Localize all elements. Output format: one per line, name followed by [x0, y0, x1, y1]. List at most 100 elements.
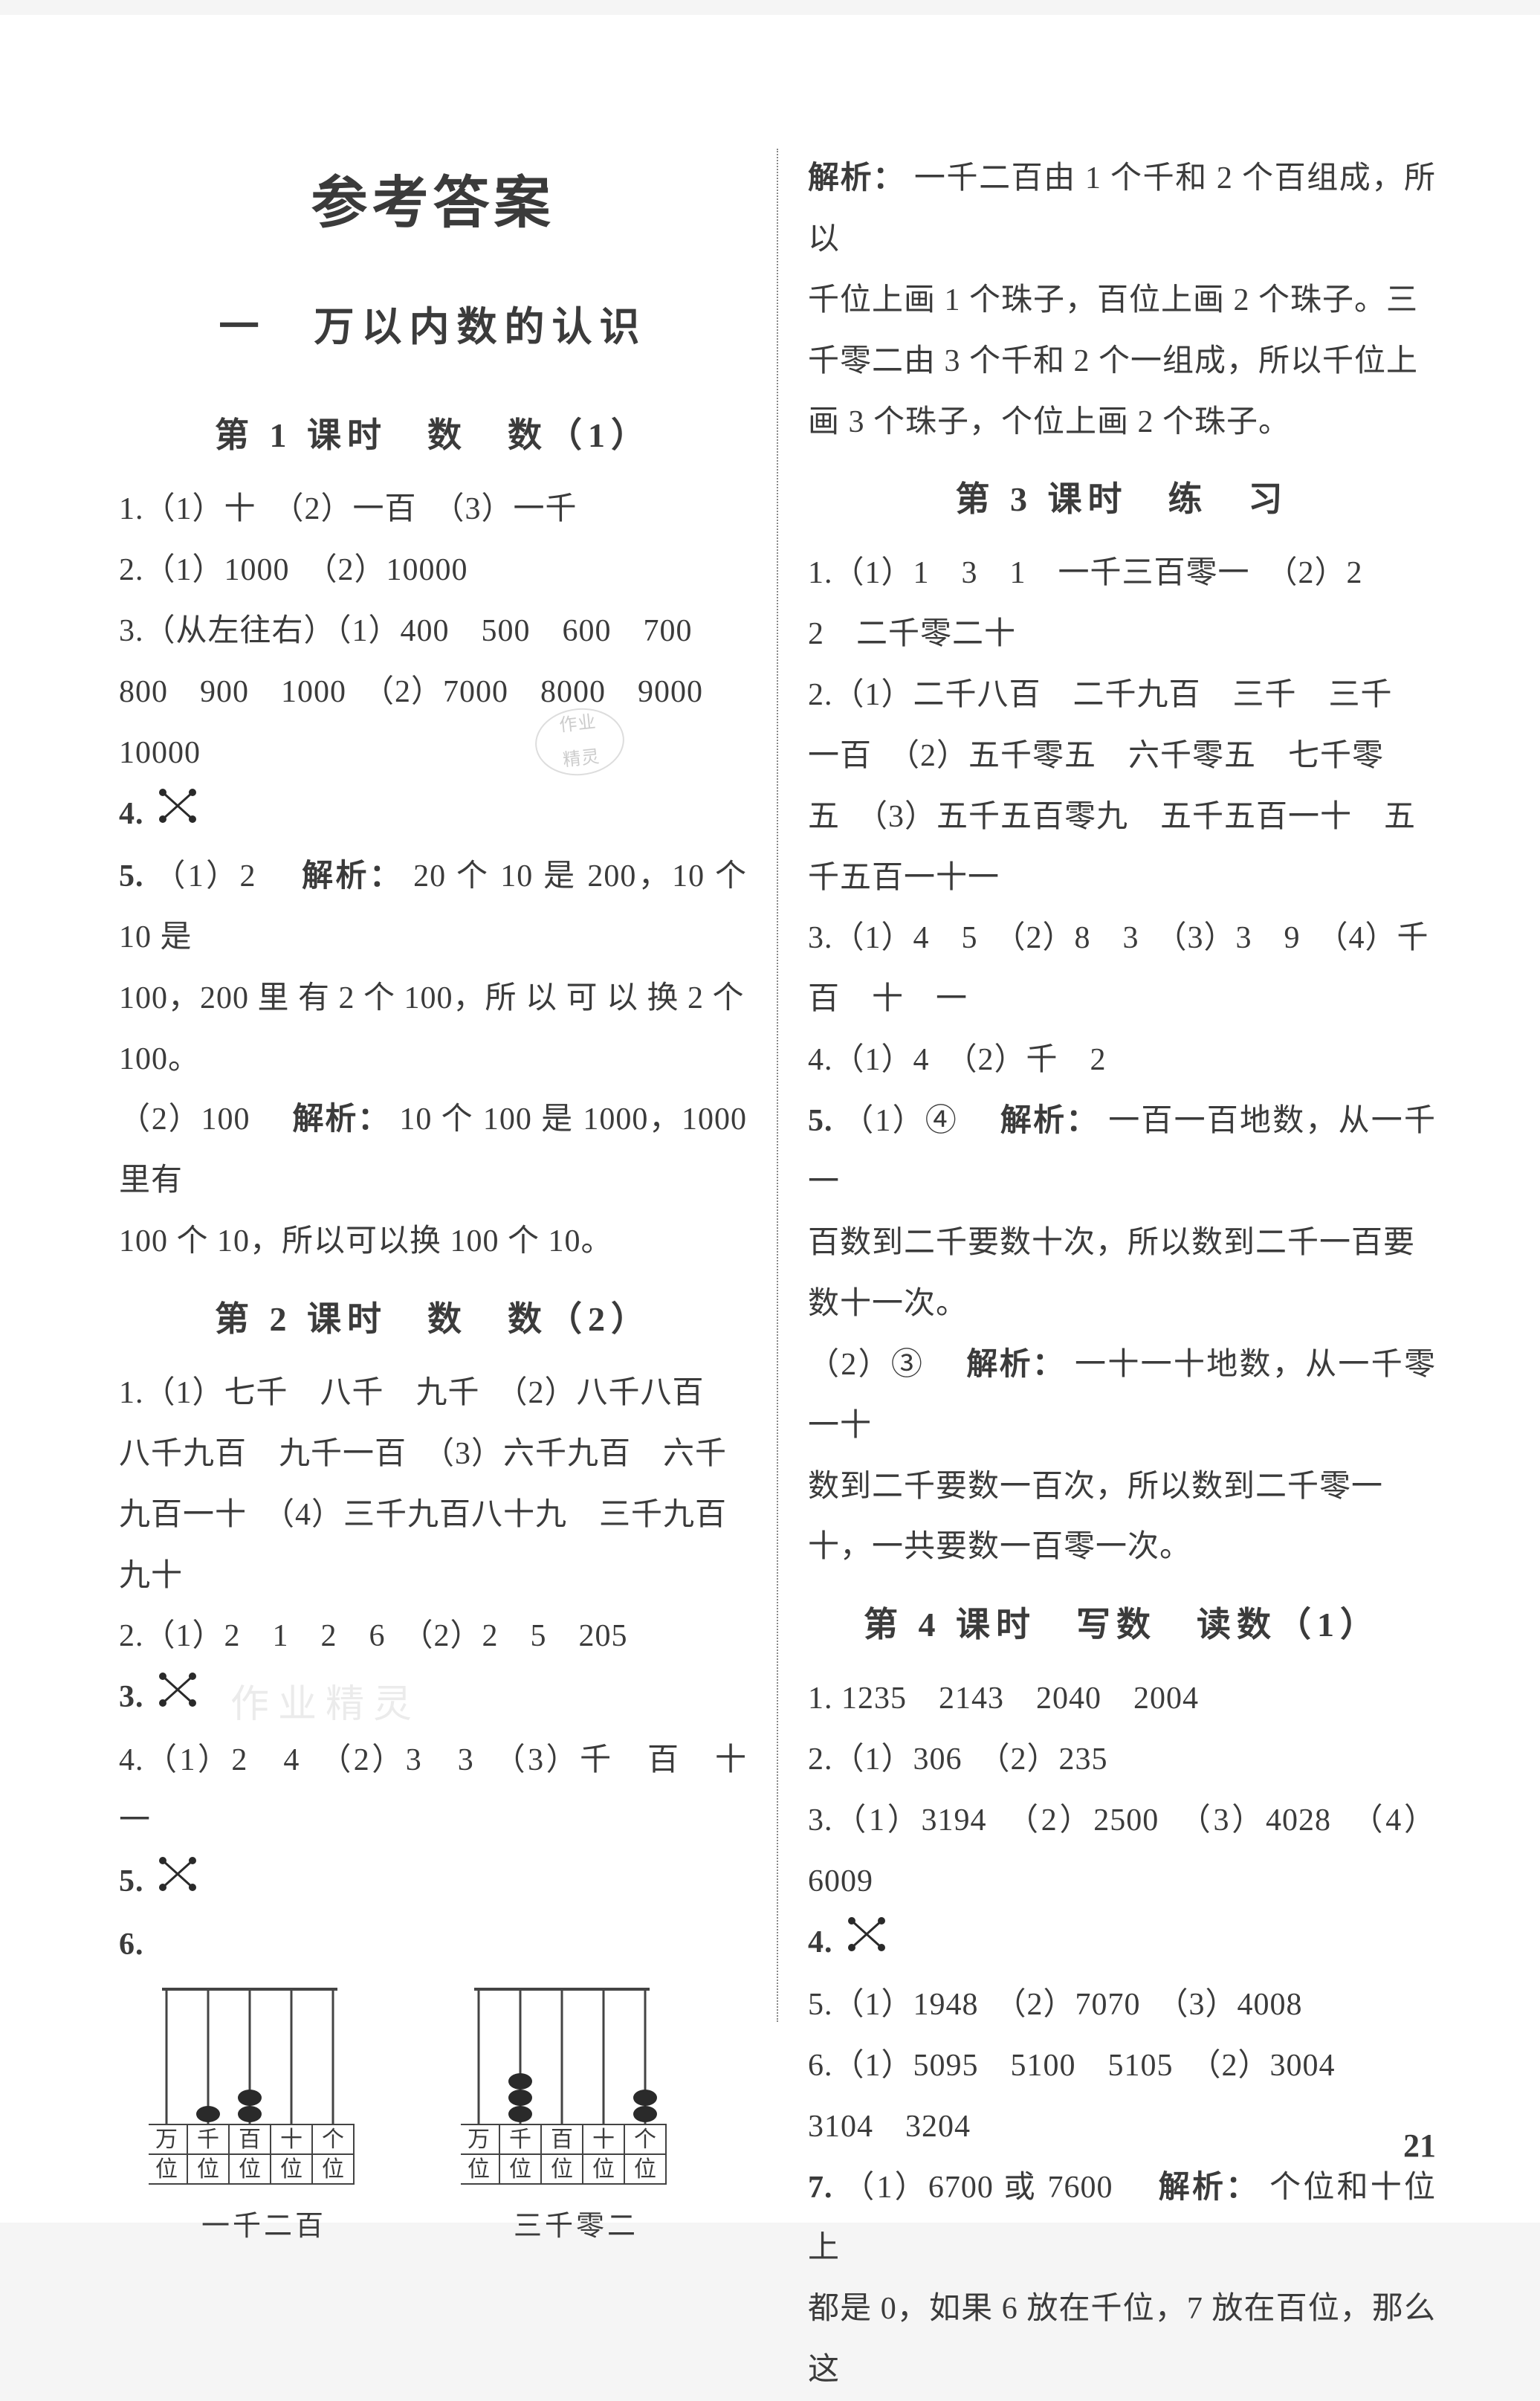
- answer-line: 解析： 一千二百由 1 个千和 2 个百组成，所以: [808, 149, 1436, 271]
- right-column: 解析： 一千二百由 1 个千和 2 个百组成，所以 千位上画 1 个珠子，百位上…: [808, 149, 1436, 2022]
- answer-line: 4.: [119, 784, 747, 847]
- answer-text: （1）6700 或 7600: [843, 2171, 1148, 2205]
- analysis-label: 解析：: [293, 1102, 391, 1137]
- svg-text:百: 百: [239, 2127, 261, 2152]
- page-number: 21: [1403, 2114, 1436, 2178]
- answer-line: 2.（1）二千八百 二千九百 三千 三千: [808, 665, 1436, 726]
- svg-text:位: 位: [468, 2157, 490, 2182]
- answer-line: 五 （3）五千五百零九 五千五百一十 五: [808, 787, 1436, 848]
- answer-line: 3104 3204: [808, 2097, 1436, 2158]
- answer-text: （1）2: [154, 859, 291, 893]
- svg-text:万: 万: [155, 2127, 178, 2152]
- answer-line: 4.（1）4 （2）千 2: [808, 1030, 1436, 1091]
- answer-line: 1.（1）十 （2）一百 （3）一千: [119, 479, 747, 540]
- answer-line: 九十: [119, 1546, 747, 1607]
- chapter-heading: 一 万以内数的认识: [119, 288, 747, 366]
- answer-line: 100 个 10，所以可以换 100 个 10。: [119, 1212, 747, 1273]
- answer-line: 画 3 个珠子，个位上画 2 个珠子。: [808, 392, 1436, 453]
- item-number: 4.: [808, 1925, 833, 1959]
- answer-line: 3. 作业精灵: [119, 1667, 747, 1730]
- answer-line: 5.（1）1948 （2）7070 （3）4008: [808, 1975, 1436, 2036]
- answer-line: 1.（1）七千 八千 九千 （2）八千八百: [119, 1363, 747, 1424]
- cross-out-icon: [157, 1670, 198, 1731]
- lesson-heading: 第 1 课时 数 数（1）: [119, 402, 747, 469]
- answer-line: 4.（1）2 4 （2）3 3 （3）千 百 十 一: [119, 1731, 747, 1852]
- answer-line: 千零二由 3 个千和 2 个一组成，所以千位上: [808, 332, 1436, 392]
- answer-line: 6.: [119, 1915, 747, 1976]
- answer-line: 2.（1）2 1 2 6 （2）2 5 205: [119, 1606, 747, 1667]
- answer-line: 3.（从左往右）（1）400 500 600 700: [119, 601, 747, 662]
- answer-line: 5.: [119, 1852, 747, 1914]
- answer-line: 2.（1）306 （2）235: [808, 1730, 1436, 1791]
- item-number: 3.: [119, 1680, 144, 1714]
- svg-text:位: 位: [551, 2157, 573, 2182]
- abacus-label: 一千二百: [149, 2199, 379, 2254]
- analysis-label: 解析：: [966, 1348, 1065, 1382]
- svg-text:位: 位: [634, 2157, 656, 2182]
- answer-line: 10000 作业 精灵: [119, 723, 747, 784]
- answer-line: 数十一次。: [808, 1274, 1436, 1335]
- svg-text:位: 位: [509, 2157, 531, 2182]
- left-column: 参考答案 一 万以内数的认识 第 1 课时 数 数（1） 1.（1）十 （2）一…: [119, 149, 747, 2022]
- abacus-svg: 万千百十个位位位位位: [461, 1983, 691, 2191]
- item-number: 5.: [119, 859, 144, 893]
- svg-text:位: 位: [155, 2157, 178, 2182]
- answer-line: 100，200 里 有 2 个 100，所 以 可 以 换 2 个: [119, 969, 747, 1030]
- answer-line: 百数到二千要数十次，所以数到二千一百要: [808, 1213, 1436, 1274]
- analysis-label: 解析：: [1159, 2171, 1260, 2205]
- answer-line: 3.（1）3194 （2）2500 （3）4028 （4）6009: [808, 1791, 1436, 1913]
- item-number: 6.: [119, 1927, 144, 1962]
- item-number: 7.: [808, 2171, 833, 2205]
- answer-line: 十，一共要数一百零一次。: [808, 1517, 1436, 1578]
- cross-out-icon: [846, 1914, 887, 1975]
- svg-text:千: 千: [509, 2127, 531, 2152]
- answer-line: 都是 0，如果 6 放在千位，7 放在百位，那么这: [808, 2279, 1436, 2401]
- abacus-label: 三千零二: [461, 2199, 691, 2254]
- answer-line: 800 900 1000 （2）7000 8000 9000: [119, 662, 747, 723]
- answer-line: 7. （1）6700 或 7600 解析： 个位和十位上: [808, 2158, 1436, 2280]
- svg-text:个: 个: [634, 2127, 656, 2152]
- answer-line: 1.（1）1 3 1 一千三百零一 （2）2: [808, 543, 1436, 604]
- svg-text:位: 位: [322, 2157, 344, 2182]
- svg-text:位: 位: [239, 2157, 261, 2182]
- answer-line: 九百一十 （4）三千九百八十九 三千九百: [119, 1485, 747, 1546]
- svg-text:千: 千: [197, 2127, 219, 2152]
- item-number: 5.: [119, 1864, 144, 1898]
- answer-line: 3.（1）4 5 （2）8 3 （3）3 9 （4）千: [808, 908, 1436, 969]
- answer-text: （1）④: [842, 1104, 991, 1138]
- svg-text:位: 位: [592, 2157, 615, 2182]
- answer-line: （2）100 解析： 10 个 100 是 1000，1000 里有: [119, 1090, 747, 1212]
- analysis-label: 解析：: [302, 859, 403, 893]
- lesson-heading: 第 2 课时 数 数（2）: [119, 1286, 747, 1353]
- svg-text:位: 位: [197, 2157, 219, 2182]
- abacus-diagram: 万千百十个位位位位位 三千零二: [461, 1983, 691, 2254]
- two-column-layout: 参考答案 一 万以内数的认识 第 1 课时 数 数（1） 1.（1）十 （2）一…: [119, 149, 1436, 2022]
- lesson-heading: 第 3 课时 练 习: [808, 466, 1436, 533]
- svg-text:万: 万: [468, 2127, 490, 2152]
- answer-text: 10000: [119, 736, 201, 770]
- analysis-label: 解析：: [1000, 1104, 1099, 1138]
- page-title: 参考答案: [119, 149, 747, 259]
- answer-line: （2）③ 解析： 一十一十地数，从一千零一十: [808, 1335, 1436, 1457]
- abacus-diagram: 万千百十个位位位位位 一千二百: [149, 1983, 379, 2254]
- page: 参考答案 一 万以内数的认识 第 1 课时 数 数（1） 1.（1）十 （2）一…: [0, 15, 1540, 2223]
- svg-text:个: 个: [322, 2127, 344, 2152]
- answer-text: （2）③: [808, 1348, 957, 1382]
- answer-line: 5. （1）2 解析： 20 个 10 是 200，10 个 10 是: [119, 847, 747, 969]
- cross-out-icon: [157, 1854, 198, 1915]
- lesson-heading: 第 4 课时 写数 读数（1）: [808, 1591, 1436, 1658]
- answer-line: 5. （1）④ 解析： 一百一百地数，从一千一: [808, 1091, 1436, 1213]
- answer-line: 八千九百 九千一百 （3）六千九百 六千: [119, 1424, 747, 1485]
- column-divider: [777, 149, 778, 2022]
- answer-line: 100。: [119, 1030, 747, 1090]
- answer-line: 千五百一十一: [808, 848, 1436, 909]
- answer-line: 1. 1235 2143 2040 2004: [808, 1669, 1436, 1730]
- answer-line: 2 二千零二十: [808, 604, 1436, 665]
- svg-text:十: 十: [280, 2127, 302, 2152]
- answer-line: 百 十 一: [808, 969, 1436, 1030]
- answer-line: 千位上画 1 个珠子，百位上画 2 个珠子。三: [808, 271, 1436, 332]
- abacus-row: 万千百十个位位位位位 一千二百 万千百十个位位位位位 三千零二: [149, 1983, 747, 2254]
- svg-text:位: 位: [280, 2157, 302, 2182]
- answer-line: 数到二千要数一百次，所以数到二千零一: [808, 1457, 1436, 1518]
- abacus-svg: 万千百十个位位位位位: [149, 1983, 379, 2191]
